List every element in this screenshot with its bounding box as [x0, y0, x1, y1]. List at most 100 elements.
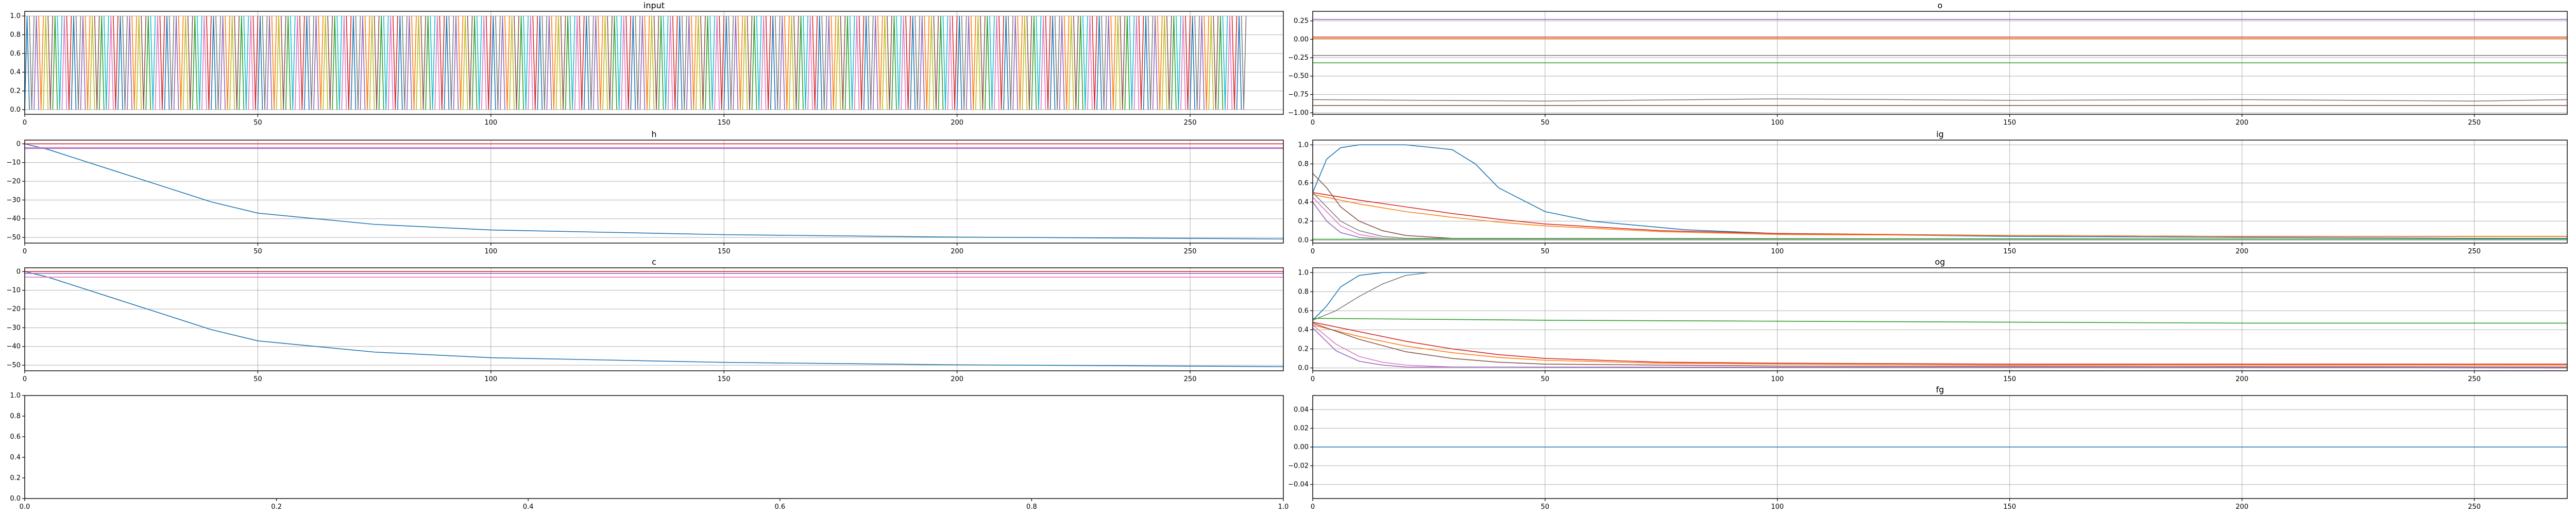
series-line	[159, 16, 165, 110]
series-line	[1152, 16, 1158, 110]
series-line	[1204, 16, 1210, 110]
series-line	[47, 16, 54, 110]
series-line	[108, 16, 114, 110]
x-tick-label: 150	[2003, 119, 2016, 127]
series-line	[393, 16, 398, 110]
series-line	[514, 16, 519, 110]
series-line	[471, 16, 478, 110]
x-tick-label: 150	[718, 375, 731, 383]
y-tick-label: 0.0	[1298, 364, 1309, 372]
series-line	[24, 271, 1284, 367]
series-line	[402, 16, 408, 110]
series-line	[639, 16, 646, 110]
series-line	[555, 16, 562, 110]
series-line	[760, 16, 767, 110]
series-line	[737, 16, 743, 110]
series-line	[1312, 194, 2567, 237]
series-line	[117, 16, 123, 110]
y-tick-label: 0.4	[1298, 198, 1309, 206]
series-line	[485, 16, 492, 110]
series-line	[131, 16, 137, 110]
series-line	[150, 16, 156, 110]
series-line	[952, 16, 958, 110]
series-line	[970, 16, 976, 110]
panel-o: 0 50 100 150 200 250 −1.00 −0.75 −0.50 −0.25 0.00 0…	[1288, 1, 2568, 127]
series-line	[444, 16, 450, 110]
x-tick-label: 250	[2468, 119, 2481, 127]
series-line	[1312, 144, 2567, 239]
y-tick-label: 0.00	[1294, 443, 1309, 451]
series-line	[574, 16, 580, 110]
x-tick-label: 0	[23, 119, 27, 127]
x-tick-label: 0.0	[20, 503, 30, 511]
series-line	[803, 16, 808, 110]
series-line	[294, 16, 300, 110]
series-line	[1208, 16, 1214, 110]
y-tick-label: 1.0	[10, 12, 21, 20]
y-tick-label: 0.0	[1298, 236, 1309, 244]
series-line	[1231, 16, 1238, 110]
y-tick-label: 0.6	[1298, 179, 1309, 187]
series-line	[490, 16, 496, 110]
series-line	[192, 16, 198, 110]
series-line	[420, 16, 426, 110]
x-tick-label: 0	[23, 375, 27, 383]
series-line	[835, 16, 841, 110]
x-tick-label: 1.0	[1278, 503, 1289, 511]
x-tick-label: 200	[2235, 503, 2248, 511]
series-line	[714, 16, 720, 110]
series-line	[1092, 16, 1097, 110]
series-line	[127, 16, 132, 110]
series-line	[453, 16, 459, 110]
series-line	[215, 16, 221, 110]
series-line	[607, 16, 613, 110]
series-line	[299, 16, 305, 110]
series-line	[658, 16, 664, 110]
series-line	[1106, 16, 1112, 110]
series-line	[234, 16, 240, 110]
series-line	[793, 16, 799, 110]
series-line	[182, 16, 189, 110]
series-line	[868, 16, 874, 110]
series-line	[565, 16, 571, 110]
series-line	[24, 143, 1284, 239]
series-line	[280, 16, 286, 110]
series-line	[52, 16, 58, 110]
y-tick-label: −20	[7, 305, 21, 313]
series-line	[882, 16, 888, 110]
x-tick-label: 50	[253, 119, 262, 127]
series-line	[1312, 192, 2567, 237]
series-line	[887, 16, 892, 110]
series-line	[1003, 16, 1009, 110]
series-line	[1227, 16, 1233, 110]
series-line	[844, 16, 851, 110]
series-line	[705, 16, 710, 110]
y-tick-label: −0.25	[1288, 54, 1309, 62]
y-tick-label: −30	[7, 196, 21, 204]
series-line	[1063, 16, 1070, 110]
series-line	[239, 16, 245, 110]
series-line	[71, 16, 77, 110]
series-line	[877, 16, 883, 110]
x-tick-label: 50	[1541, 375, 1550, 383]
series-line	[733, 16, 739, 110]
series-line	[891, 16, 897, 110]
y-tick-label: −10	[7, 159, 21, 167]
series-line	[1199, 16, 1205, 110]
series-line	[681, 16, 687, 110]
series-line	[672, 16, 678, 110]
series-line	[430, 16, 436, 110]
x-tick-label: 150	[718, 119, 731, 127]
x-tick-label: 250	[2468, 248, 2481, 255]
series-line	[1120, 16, 1126, 110]
series-line	[397, 16, 403, 110]
series-line	[1312, 321, 2567, 365]
x-tick-label: 0.4	[523, 503, 534, 511]
series-line	[164, 16, 170, 110]
series-line	[136, 16, 142, 110]
y-tick-label: −20	[7, 178, 21, 185]
x-tick-label: 100	[1771, 119, 1784, 127]
series-line	[383, 16, 389, 110]
series-line	[1045, 16, 1051, 110]
series-line	[1157, 16, 1163, 110]
